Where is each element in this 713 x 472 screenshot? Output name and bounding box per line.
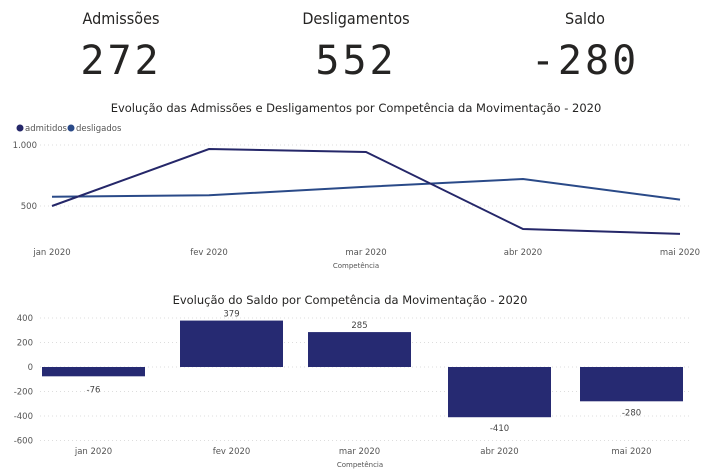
- bar-fev-2020: [180, 320, 283, 367]
- kpi-label: Saldo: [565, 9, 605, 28]
- kpi-value: -280: [530, 38, 640, 84]
- data-label: -76: [87, 385, 101, 395]
- x-tick-label: mai 2020: [660, 248, 700, 258]
- y-tick-label: 200: [17, 339, 33, 349]
- kpi-value: 272: [80, 38, 162, 84]
- legend-desligados-marker: [67, 124, 75, 132]
- y-tick-label: 0: [28, 363, 33, 373]
- kpi-admissoes: Admissões 272: [21, 0, 221, 84]
- kpi-label: Desligamentos: [302, 9, 410, 28]
- x-tick-label: fev 2020: [190, 248, 228, 258]
- y-tick-label: 1.000: [13, 141, 37, 151]
- bar-abr-2020: [448, 367, 551, 418]
- x-tick-label: fev 2020: [213, 447, 251, 457]
- x-tick-label: abr 2020: [504, 248, 542, 258]
- x-tick-label: jan 2020: [32, 248, 70, 258]
- y-tick-label: -200: [14, 388, 33, 398]
- y-tick-label: -400: [14, 412, 33, 422]
- y-tick-label: -600: [14, 437, 33, 447]
- x-tick-label: mai 2020: [611, 447, 651, 457]
- x-axis-title: Competência: [333, 262, 379, 270]
- y-tick-label: 500: [21, 202, 37, 212]
- bar-chart-title: Evolução do Saldo por Competência da Mov…: [173, 293, 528, 307]
- x-axis-title: Competência: [337, 461, 383, 469]
- line-chart-title: Evolução das Admissões e Desligamentos p…: [111, 101, 602, 115]
- kpi-label: Admissões: [82, 9, 160, 28]
- kpi-saldo: Saldo -280: [485, 0, 685, 84]
- x-tick-label: mar 2020: [339, 447, 380, 457]
- data-label: 285: [351, 321, 367, 331]
- legend-admitidos-marker: [16, 124, 24, 132]
- data-label: -410: [490, 424, 509, 434]
- legend-admitidos-label: admitidos: [25, 124, 68, 134]
- kpi-desligamentos: Desligamentos 552: [256, 0, 456, 84]
- bar-mai-2020: [580, 367, 683, 402]
- kpi-value: 552: [315, 38, 397, 84]
- series-line-desligados: [51, 178, 681, 201]
- data-label: -280: [622, 408, 641, 418]
- data-label: 379: [223, 310, 239, 320]
- x-tick-label: abr 2020: [480, 447, 518, 457]
- y-tick-label: 400: [17, 314, 33, 324]
- x-tick-label: jan 2020: [74, 447, 112, 457]
- series-line-admitidos: [51, 148, 681, 235]
- legend-desligados-label: desligados: [76, 124, 122, 134]
- bar-jan-2020: [42, 367, 145, 377]
- x-tick-label: mar 2020: [345, 248, 386, 258]
- bar-mar-2020: [308, 332, 411, 367]
